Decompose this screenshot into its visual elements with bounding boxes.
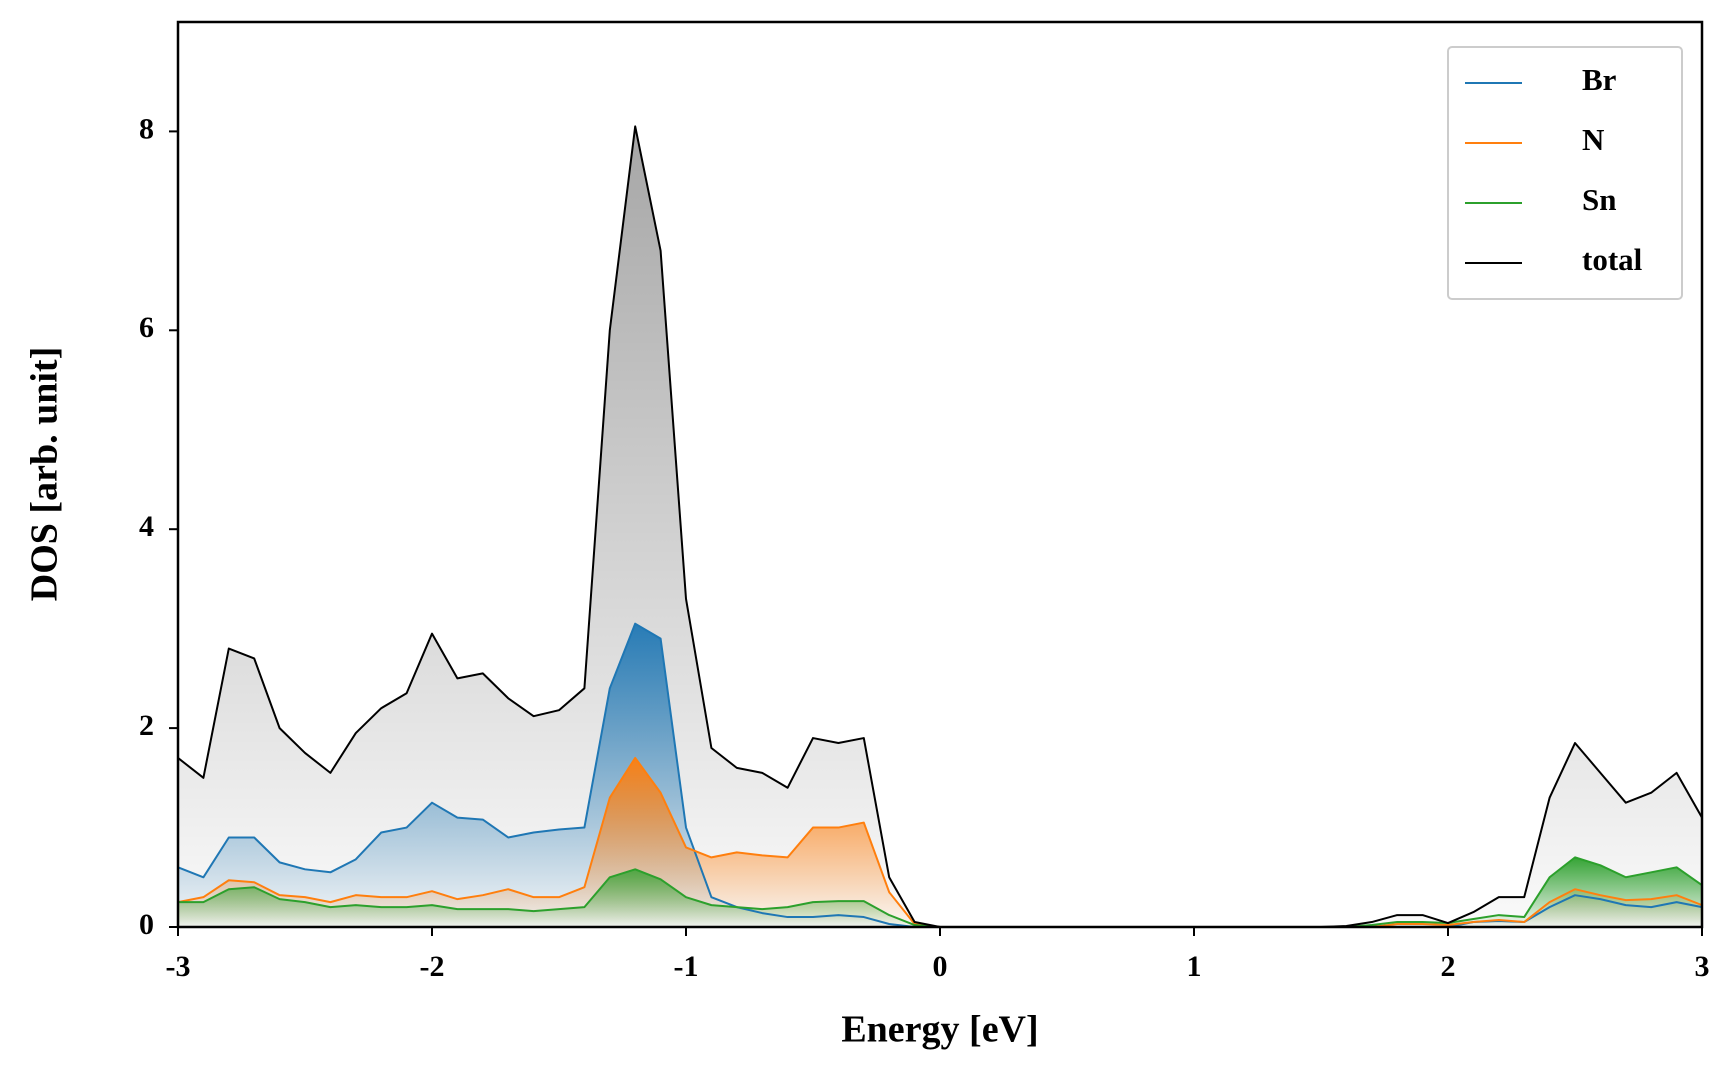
x-tick-label: 0 (933, 950, 948, 983)
legend-label: Sn (1582, 182, 1616, 217)
x-tick-label: 2 (1441, 950, 1456, 983)
y-tick-label: 8 (139, 112, 154, 145)
x-axis-label: Energy [eV] (841, 1009, 1038, 1051)
x-tick-label: -3 (166, 950, 191, 983)
y-tick-label: 4 (139, 510, 154, 543)
legend-label: total (1582, 242, 1643, 277)
y-axis-label: DOS [arb. unit] (24, 347, 66, 601)
y-tick-label: 2 (139, 709, 154, 742)
x-tick-label: 1 (1187, 950, 1202, 983)
legend: Br N Sn total (1447, 46, 1683, 300)
x-tick-label: -2 (420, 950, 445, 983)
x-tick-label: 3 (1695, 950, 1710, 983)
x-tick-label: -1 (674, 950, 699, 983)
legend-label: Br (1582, 62, 1617, 97)
area-fill (178, 623, 1702, 927)
y-tick-label: 6 (139, 311, 154, 344)
y-tick-label: 0 (139, 908, 154, 941)
legend-box (1447, 46, 1683, 300)
area-fill (178, 126, 1702, 927)
legend-label: N (1582, 122, 1604, 157)
